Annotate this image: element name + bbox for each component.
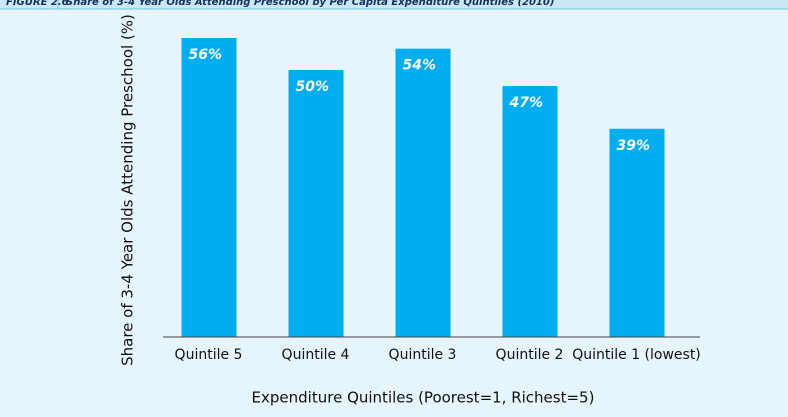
chart-title: Share of 3-4 Year Olds Attending Prescho… xyxy=(66,0,554,8)
y-axis-label: Share of 3-4 Year Olds Attending Prescho… xyxy=(119,14,137,366)
value-label: 50% xyxy=(296,79,330,95)
bar xyxy=(181,38,237,337)
value-label: 56% xyxy=(189,47,223,63)
x-tick-label: Quintile 1 (lowest) xyxy=(572,347,701,363)
x-tick-label: Quintile 3 xyxy=(389,347,457,363)
bar xyxy=(395,48,451,338)
bar xyxy=(502,86,558,337)
x-axis-label: Expenditure Quintiles (Poorest=1, Riches… xyxy=(252,389,595,407)
header-band xyxy=(0,0,788,9)
x-tick-label: Quintile 5 xyxy=(175,347,243,363)
x-tick-label: Quintile 2 xyxy=(496,347,564,363)
bar xyxy=(288,70,344,338)
value-label: 54% xyxy=(403,58,437,74)
figure-label: FIGURE 2.6 xyxy=(6,0,69,8)
value-label: 39% xyxy=(617,138,651,154)
bar xyxy=(609,128,665,337)
value-label: 47% xyxy=(509,95,544,111)
x-tick-label: Quintile 4 xyxy=(282,347,350,363)
